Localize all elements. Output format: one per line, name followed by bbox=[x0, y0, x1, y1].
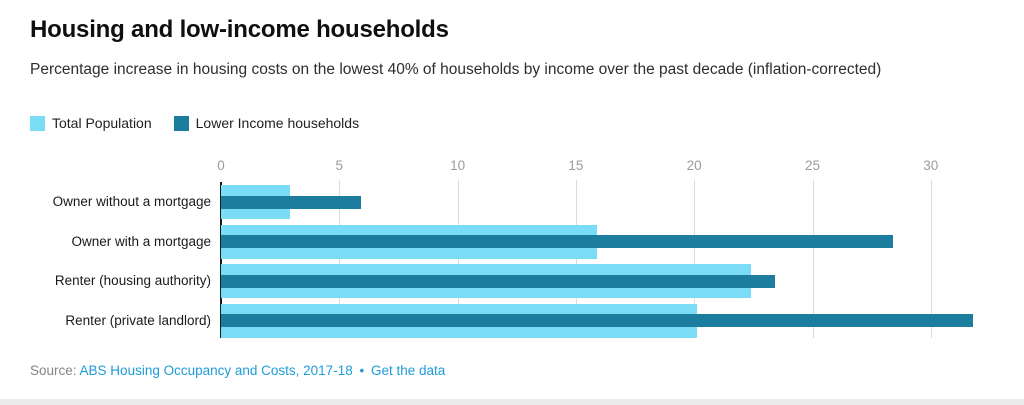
x-tick-label: 25 bbox=[804, 158, 821, 173]
source-prefix: Source: bbox=[30, 363, 77, 378]
legend-swatch-total-population bbox=[30, 115, 45, 131]
bar-chart: 0 5 10 15 20 25 30 Owner without a mortgage Owne… bbox=[0, 155, 1024, 350]
bar-lower-income bbox=[221, 235, 893, 248]
chart-subtitle: Percentage increase in housing costs on … bbox=[30, 61, 882, 78]
zero-axis-line bbox=[220, 182, 222, 338]
source-line: Source: ABS Housing Occupancy and Costs,… bbox=[30, 363, 445, 378]
x-gridline bbox=[575, 180, 577, 338]
bar-lower-income bbox=[221, 314, 974, 327]
x-tick-label: 15 bbox=[568, 158, 584, 173]
bar-lower-income bbox=[221, 274, 775, 288]
legend: Total Population Lower Income households bbox=[30, 115, 359, 131]
legend-label: Lower Income households bbox=[195, 115, 360, 131]
bar-lower-income bbox=[221, 195, 361, 209]
x-tick-label: 0 bbox=[217, 158, 225, 173]
x-gridline bbox=[457, 180, 459, 338]
legend-item-lower-income: Lower Income households bbox=[173, 115, 360, 131]
x-tick-label: 5 bbox=[335, 158, 344, 173]
legend-label: Total Population bbox=[52, 115, 152, 131]
category-label: Renter (housing authority) bbox=[54, 273, 211, 288]
category-label: Owner without a mortgage bbox=[52, 194, 211, 209]
category-label: Owner with a mortgage bbox=[71, 233, 211, 249]
x-gridline bbox=[930, 180, 932, 338]
separator-dot: • bbox=[359, 363, 365, 378]
source-link[interactable]: ABS Housing Occupancy and Costs, 2017-18 bbox=[79, 363, 353, 378]
category-label: Renter (private landlord) bbox=[65, 312, 211, 328]
get-the-data-link[interactable]: Get the data bbox=[370, 363, 446, 378]
legend-swatch-lower-income bbox=[173, 115, 189, 131]
x-tick-label: 30 bbox=[923, 158, 939, 173]
x-gridline bbox=[339, 180, 341, 338]
x-tick-label: 10 bbox=[450, 158, 466, 173]
x-gridline bbox=[812, 180, 814, 338]
page-title: Housing and low-income households bbox=[30, 16, 449, 43]
page-bottom-strip bbox=[0, 399, 1024, 405]
legend-item-total-population: Total Population bbox=[30, 115, 152, 131]
x-tick-label: 20 bbox=[686, 158, 702, 173]
x-gridline bbox=[694, 180, 696, 338]
